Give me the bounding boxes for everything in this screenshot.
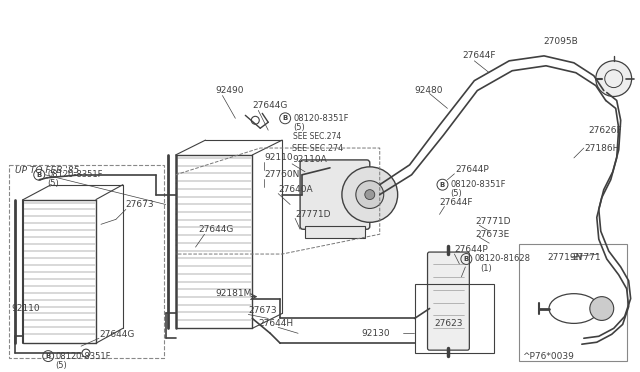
Text: SEE SEC.274: SEE SEC.274 <box>292 144 343 153</box>
Text: 92130: 92130 <box>362 329 390 338</box>
Text: 08120-8351F: 08120-8351F <box>47 170 102 179</box>
Bar <box>10 165 164 358</box>
Text: (5): (5) <box>55 360 67 369</box>
Text: SEE SEC.274: SEE SEC.274 <box>293 132 341 141</box>
Bar <box>415 284 494 353</box>
Text: 27623: 27623 <box>435 319 463 328</box>
Text: (1): (1) <box>480 264 492 273</box>
Bar <box>519 244 627 361</box>
Text: B: B <box>282 115 288 121</box>
Text: 92110A: 92110A <box>292 155 327 164</box>
Text: B: B <box>36 172 42 178</box>
Text: (5): (5) <box>293 123 305 132</box>
Text: 92490: 92490 <box>216 86 244 95</box>
Text: 27644G: 27644G <box>252 101 287 110</box>
Text: (5): (5) <box>451 189 462 198</box>
Text: 27719N: 27719N <box>547 253 582 262</box>
Text: 08120-8351F: 08120-8351F <box>55 352 111 360</box>
Text: B: B <box>464 256 469 262</box>
Text: 27186H: 27186H <box>585 144 620 153</box>
Text: 92181M: 92181M <box>216 289 252 298</box>
Text: 27760N: 27760N <box>264 170 300 179</box>
Text: 27771D: 27771D <box>476 217 511 226</box>
Circle shape <box>356 181 384 208</box>
Text: 27771: 27771 <box>572 253 600 262</box>
Text: 92110: 92110 <box>12 304 40 313</box>
Text: 27644F: 27644F <box>440 198 473 207</box>
Text: 27644F: 27644F <box>462 51 496 60</box>
Text: UP TO FEB.'85: UP TO FEB.'85 <box>15 166 79 175</box>
Text: 92480: 92480 <box>415 86 443 95</box>
Text: 27673: 27673 <box>248 306 277 315</box>
Text: 27673: 27673 <box>126 200 154 209</box>
Text: 27644G: 27644G <box>198 225 234 234</box>
Text: 27644H: 27644H <box>259 319 293 328</box>
FancyBboxPatch shape <box>428 252 469 350</box>
Text: 27673E: 27673E <box>476 230 509 239</box>
Text: 08120-8351F: 08120-8351F <box>293 114 349 123</box>
Text: B: B <box>45 353 51 359</box>
Text: (5): (5) <box>47 179 59 188</box>
Text: 08120-81628: 08120-81628 <box>474 254 531 263</box>
Text: 27644G: 27644G <box>99 330 134 339</box>
Text: 08120-8351F: 08120-8351F <box>451 180 506 189</box>
Text: 92110: 92110 <box>264 153 293 163</box>
FancyBboxPatch shape <box>300 160 370 229</box>
Text: ^P76*0039: ^P76*0039 <box>522 352 574 360</box>
Circle shape <box>342 167 397 222</box>
Text: 27095B: 27095B <box>543 36 578 45</box>
Text: 27771D: 27771D <box>295 210 331 219</box>
Circle shape <box>590 296 614 320</box>
Text: 27644P: 27644P <box>456 165 489 174</box>
Bar <box>305 226 365 238</box>
Circle shape <box>596 61 632 96</box>
Text: 27640A: 27640A <box>278 185 313 194</box>
Circle shape <box>365 190 375 199</box>
Text: B: B <box>440 182 445 188</box>
Text: 27626F: 27626F <box>589 126 623 135</box>
Text: 27644P: 27644P <box>454 244 488 254</box>
